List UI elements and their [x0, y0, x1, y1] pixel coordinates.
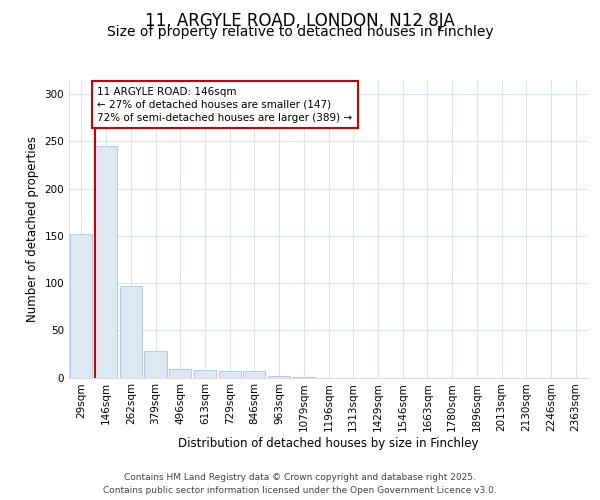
- Bar: [70, 234, 92, 378]
- Bar: [293, 376, 315, 378]
- Text: 11 ARGYLE ROAD: 146sqm
← 27% of detached houses are smaller (147)
72% of semi-de: 11 ARGYLE ROAD: 146sqm ← 27% of detached…: [97, 86, 353, 123]
- Bar: [218, 371, 241, 378]
- X-axis label: Distribution of detached houses by size in Finchley: Distribution of detached houses by size …: [178, 436, 479, 450]
- Bar: [169, 369, 191, 378]
- Bar: [268, 376, 290, 378]
- Bar: [119, 286, 142, 378]
- Text: 11, ARGYLE ROAD, LONDON, N12 8JA: 11, ARGYLE ROAD, LONDON, N12 8JA: [145, 12, 455, 30]
- Bar: [194, 370, 216, 378]
- Bar: [243, 371, 265, 378]
- Bar: [145, 351, 167, 378]
- Y-axis label: Number of detached properties: Number of detached properties: [26, 136, 39, 322]
- Text: Contains HM Land Registry data © Crown copyright and database right 2025.
Contai: Contains HM Land Registry data © Crown c…: [103, 474, 497, 495]
- Text: Size of property relative to detached houses in Finchley: Size of property relative to detached ho…: [107, 25, 493, 39]
- Bar: [95, 146, 117, 378]
